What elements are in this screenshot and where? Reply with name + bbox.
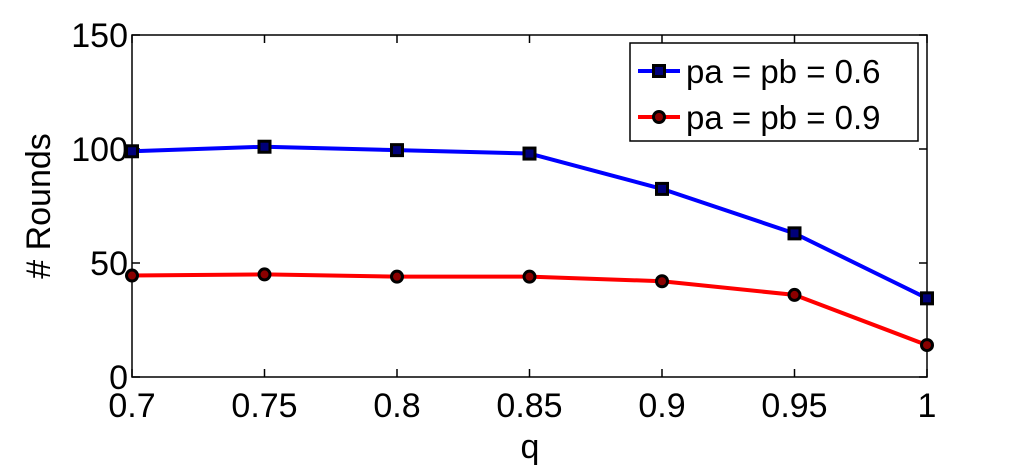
- data-point-circle: [787, 287, 802, 302]
- x-tick-label: 0.7: [108, 387, 155, 425]
- x-tick-label: 1: [918, 387, 937, 425]
- data-point-circle: [655, 274, 669, 289]
- x-tick-label: 0.9: [638, 387, 685, 425]
- data-point-circle: [920, 338, 934, 353]
- legend-marker-circle: [652, 110, 666, 124]
- x-axis-label: q: [521, 428, 540, 466]
- data-point-square: [920, 291, 934, 306]
- data-point-square: [522, 146, 537, 161]
- legend: pa = pb = 0.6 pa = pb = 0.9: [629, 42, 919, 142]
- data-point-circle: [257, 267, 272, 282]
- y-axis-label: # Rounds: [20, 133, 58, 279]
- legend-entry-2: pa = pb = 0.9: [638, 99, 881, 136]
- axis-ticks: 0.7 0.75 0.8 0.85 0.9 0.95 1 0 50 100 150: [71, 17, 936, 425]
- x-tick-label: 0.85: [496, 387, 562, 425]
- y-tick-label: 50: [90, 245, 128, 283]
- data-point-square: [257, 139, 272, 154]
- legend-entry-1: pa = pb = 0.6: [638, 53, 881, 90]
- series-1: [125, 139, 934, 306]
- data-point-square: [125, 144, 139, 159]
- data-point-circle: [522, 269, 537, 284]
- x-tick-label: 0.8: [373, 387, 420, 425]
- data-point-circle: [125, 268, 139, 283]
- data-point-square: [655, 181, 669, 196]
- legend-marker-square: [652, 64, 666, 78]
- legend-box: [629, 42, 919, 142]
- data-point-square: [787, 226, 802, 241]
- data-point-circle: [390, 269, 404, 284]
- y-tick-label: 0: [109, 359, 128, 397]
- x-tick-label: 0.75: [231, 387, 297, 425]
- data-point-square: [390, 143, 404, 158]
- legend-label: pa = pb = 0.9: [686, 99, 881, 136]
- x-tick-label: 0.95: [761, 387, 827, 425]
- series-layer: [125, 139, 934, 353]
- series-2: [125, 267, 934, 353]
- legend-label: pa = pb = 0.6: [686, 53, 881, 90]
- y-tick-label: 150: [71, 17, 128, 55]
- y-tick-label: 100: [71, 131, 128, 169]
